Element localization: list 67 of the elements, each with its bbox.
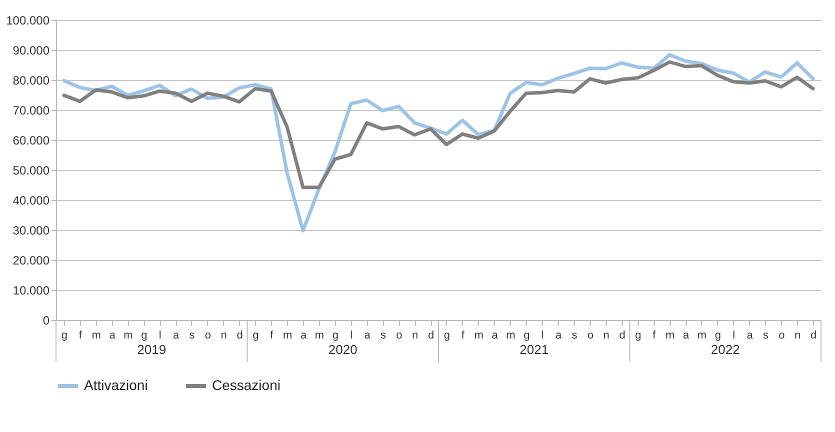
y-tick-label: 10.000 (12, 284, 50, 298)
line-series (62, 60, 815, 190)
x-tick-label: s (572, 330, 578, 342)
x-tick-label: a (555, 330, 562, 342)
y-tick-label: 60.000 (12, 134, 50, 148)
y-tick-label: 70.000 (12, 104, 50, 118)
x-tick-label: a (746, 330, 754, 342)
x-tick-label: m (92, 330, 101, 342)
x-tick-label: n (603, 330, 610, 342)
x-tick-label: n (412, 330, 418, 342)
x-tick-label: a (109, 330, 116, 342)
legend-label: Cessazioni (212, 377, 280, 393)
x-tick-label: f (461, 330, 466, 342)
x-tick-label: a (364, 330, 372, 342)
y-tick-label: 50.000 (12, 164, 50, 178)
x-tick-label: o (778, 330, 785, 342)
line-series (62, 53, 815, 232)
x-tick-label: f (652, 330, 657, 342)
y-tick-label: 30.000 (12, 224, 50, 238)
x-tick-label: g (444, 330, 450, 342)
x-tick-label: m (283, 330, 292, 342)
x-tick-label: s (762, 330, 769, 342)
x-tick-label: s (380, 330, 386, 342)
x-tick-label: a (300, 330, 308, 342)
x-tick-label: m (666, 330, 675, 342)
legend-label: Attivazioni (84, 377, 148, 393)
y-tick-label: 0 (42, 314, 50, 328)
x-tick-label: l (541, 330, 544, 342)
x-tick-label: g (332, 330, 338, 342)
y-tick-label: 40.000 (12, 194, 50, 208)
x-tick-label: n (794, 330, 801, 342)
x-tick-label: m (314, 330, 324, 342)
text: 2021 (520, 342, 549, 357)
x-tick-label: a (682, 330, 690, 342)
x-tick-label: m (124, 330, 133, 342)
x-tick-label: a (172, 330, 180, 342)
x-tick-label: l (350, 330, 353, 342)
y-tick-label: 20.000 (12, 254, 50, 268)
x-tick-label: d (236, 330, 243, 342)
x-tick-label: d (619, 330, 626, 342)
x-tick-label: m (474, 330, 484, 342)
x-tick-label: o (204, 330, 211, 342)
x-tick-label: a (492, 330, 499, 342)
x-tick-label: l (158, 330, 162, 342)
x-tick-label: g (61, 330, 68, 342)
x-tick-label: g (524, 330, 530, 342)
x-tick-label: d (810, 330, 817, 342)
y-tick-label: 90.000 (12, 44, 50, 58)
text: 2019 (137, 342, 166, 357)
x-tick-label: o (396, 330, 402, 342)
x-tick-label: d (428, 330, 434, 342)
y-tick-label: 80.000 (12, 74, 50, 88)
x-tick-label: g (714, 330, 721, 342)
x-tick-label: n (220, 330, 227, 342)
x-tick-label: f (270, 330, 274, 342)
x-tick-label: l (732, 330, 736, 342)
x-tick-label: f (78, 330, 83, 342)
x-tick-label: s (189, 330, 196, 342)
x-tick-label: g (141, 330, 148, 342)
y-tick-label: 100.000 (6, 14, 50, 28)
x-tick-label: g (252, 330, 259, 342)
text: 2022 (710, 342, 740, 357)
x-tick-label: o (587, 330, 594, 342)
x-tick-label: g (635, 330, 642, 342)
text: 2020 (328, 342, 358, 357)
x-tick-label: m (697, 330, 707, 342)
x-tick-label: m (506, 330, 516, 342)
